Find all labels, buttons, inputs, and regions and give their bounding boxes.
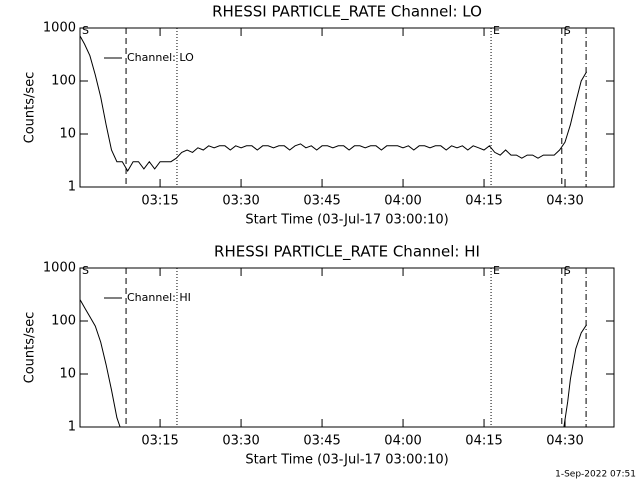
x-tick-label: 03:30: [222, 194, 259, 209]
x-tick-label: 04:15: [465, 434, 502, 449]
x-tick-label: 04:30: [546, 194, 583, 209]
data-line: [79, 299, 588, 428]
x-tick-label: 03:45: [303, 194, 340, 209]
x-tick-label: 04:00: [384, 194, 421, 209]
event-label: E: [493, 264, 500, 277]
data-line: [79, 35, 588, 172]
event-label: S: [82, 24, 89, 37]
legend-label: Channel: HI: [127, 291, 191, 304]
x-axis-label: Start Time (03-Jul-17 03:00:10): [245, 213, 448, 228]
x-tick-label: 03:45: [303, 434, 340, 449]
x-tick-label: 03:30: [222, 434, 259, 449]
chart-title: RHESSI PARTICLE_RATE Channel: HI: [214, 243, 480, 262]
x-tick-label: 03:15: [141, 194, 178, 209]
plot-frame: [79, 27, 615, 188]
y-tick-label: 100: [51, 74, 76, 89]
event-label: S: [564, 264, 571, 277]
y-tick-label: 1000: [43, 261, 76, 276]
x-axis-label: Start Time (03-Jul-17 03:00:10): [245, 453, 448, 468]
y-tick-label: 100: [51, 314, 76, 329]
footer: 1-Sep-2022 07:51: [555, 470, 636, 480]
x-tick-label: 04:15: [465, 194, 502, 209]
event-label: E: [493, 24, 500, 37]
y-tick-label: 10: [59, 127, 76, 142]
event-label: S: [82, 264, 89, 277]
event-label: S: [564, 24, 571, 37]
x-tick-label: 04:30: [546, 434, 583, 449]
y-tick-label: 10: [59, 367, 76, 382]
y-axis-label: Counts/sec: [23, 72, 38, 144]
y-tick-label: 1: [68, 180, 76, 195]
x-tick-label: 04:00: [384, 434, 421, 449]
y-tick-label: 1: [68, 420, 76, 435]
x-tick-label: 03:15: [141, 434, 178, 449]
legend-label: Channel: LO: [127, 51, 194, 64]
chart-title: RHESSI PARTICLE_RATE Channel: LO: [212, 3, 482, 22]
y-tick-label: 1000: [43, 21, 76, 36]
y-axis-label: Counts/sec: [23, 312, 38, 384]
